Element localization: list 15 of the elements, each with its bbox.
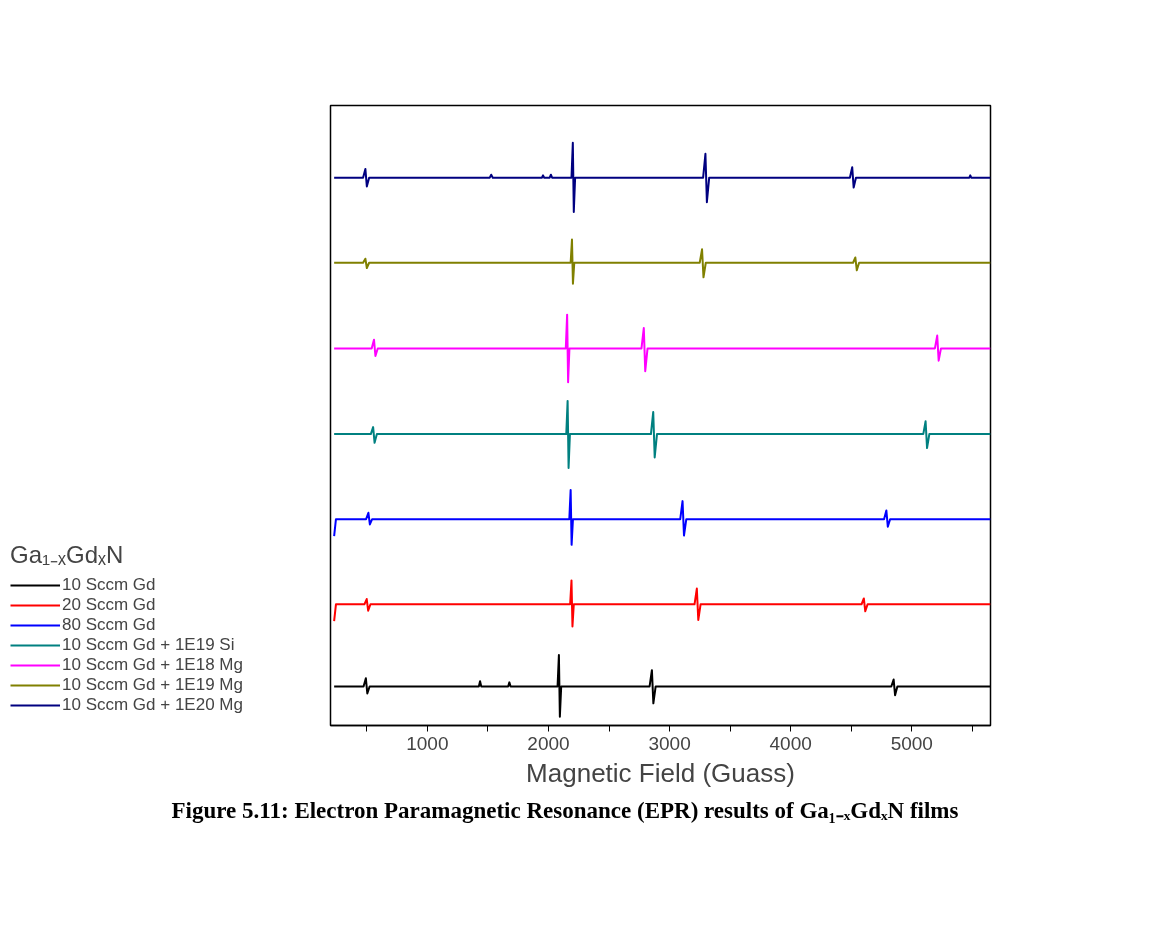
legend-label: 10 Sccm Gd + 1E20 Mg	[62, 695, 243, 715]
legend-label: 10 Sccm Gd + 1E19 Mg	[62, 675, 243, 695]
x-tick-label: 1000	[406, 732, 449, 754]
legend-label: 10 Sccm Gd + 1E18 Mg	[62, 655, 243, 675]
legend-label: 80 Sccm Gd	[62, 615, 156, 635]
caption: Figure 5.11: Electron Paramagnetic Resonance (EPR) results of Ga₁₋ₓGdₓN films	[171, 797, 959, 825]
x-axis-title: Magnetic Field (Guass)	[526, 757, 795, 788]
x-tick-label: 4000	[769, 732, 812, 754]
x-tick-label: 2000	[527, 732, 570, 754]
legend-title: Ga₁₋ₓGdₓN	[10, 540, 125, 570]
legend-label: 10 Sccm Gd	[62, 575, 156, 595]
legend-label: 10 Sccm Gd + 1E19 Si	[62, 635, 235, 655]
x-tick-label: 3000	[648, 732, 691, 754]
x-tick-label: 5000	[890, 732, 933, 754]
legend-label: 20 Sccm Gd	[62, 595, 156, 615]
